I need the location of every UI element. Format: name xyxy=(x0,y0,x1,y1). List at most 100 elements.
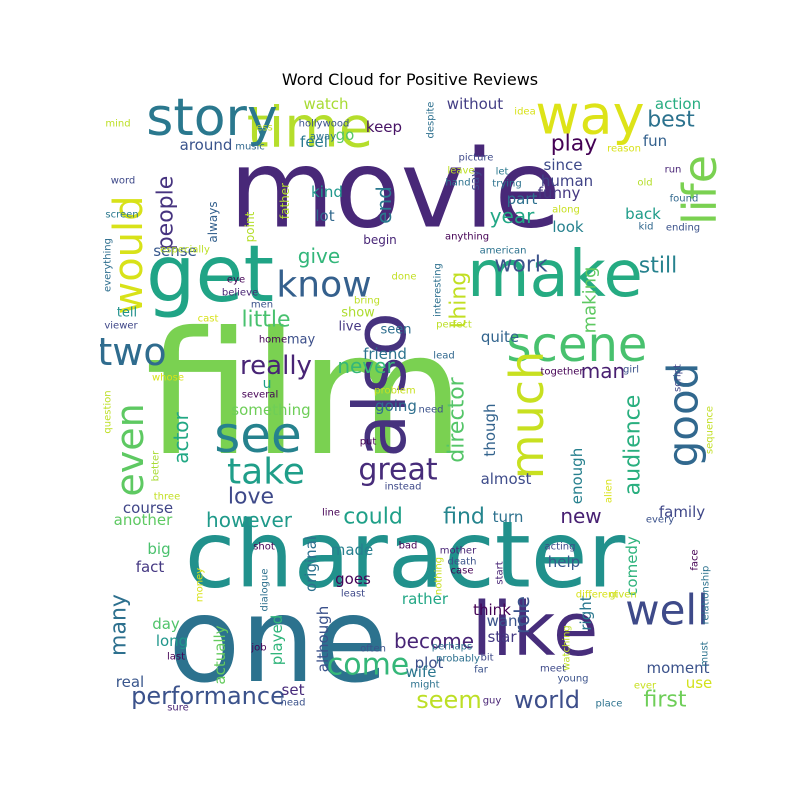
word-since: since xyxy=(544,156,583,174)
word-let: let xyxy=(496,167,509,178)
word-perhaps: perhaps xyxy=(432,642,472,653)
word-take: take xyxy=(227,452,305,493)
word-something: something xyxy=(231,401,310,419)
word-say: say xyxy=(468,170,482,191)
word-away: away xyxy=(310,132,336,143)
word-human: human xyxy=(541,172,593,190)
word-even: even xyxy=(108,403,152,496)
word-along: along xyxy=(552,205,580,216)
word-better: better xyxy=(151,450,162,481)
word-bad: bad xyxy=(399,541,418,552)
word-begin: begin xyxy=(363,233,397,247)
word-perfect: perfect xyxy=(436,320,472,331)
word-job: job xyxy=(250,643,266,654)
word-want: want xyxy=(487,612,524,630)
word-think: think xyxy=(473,601,511,619)
word-actually: actually xyxy=(211,625,229,684)
word-almost: almost xyxy=(481,470,532,488)
word-least: least xyxy=(341,589,365,600)
word-start: start xyxy=(495,561,506,584)
word-would: would xyxy=(106,195,152,314)
word-moment: moment xyxy=(646,659,709,677)
word-always: always xyxy=(206,201,220,242)
word-idea: idea xyxy=(514,107,535,118)
word-live: live xyxy=(339,320,362,335)
word-problem: problem xyxy=(374,386,415,397)
word-alien: alien xyxy=(604,479,615,503)
word-line: line xyxy=(322,508,340,519)
word-much: much xyxy=(500,351,554,479)
word-feel: feel xyxy=(300,133,328,151)
word-well: well xyxy=(625,586,709,635)
word-however: however xyxy=(206,508,293,532)
word-one: one xyxy=(168,571,388,709)
word-give: give xyxy=(298,244,340,268)
word-different: different xyxy=(576,590,619,601)
word-many: many xyxy=(107,594,132,656)
word-look: look xyxy=(552,218,584,236)
word-use: use xyxy=(686,674,713,692)
word-script: script xyxy=(673,364,684,392)
word-seen: seen xyxy=(380,323,411,338)
word-guy: guy xyxy=(483,696,502,707)
word-way: way xyxy=(535,96,644,147)
word-around: around xyxy=(180,136,233,154)
word-despite: despite xyxy=(426,102,437,139)
word-everything: everything xyxy=(103,238,114,292)
word-making: making xyxy=(580,267,601,334)
word-music: music xyxy=(235,142,265,153)
word-must: must xyxy=(700,641,711,666)
word-day: day xyxy=(152,615,180,633)
word-given: given xyxy=(609,590,637,601)
word-first: first xyxy=(644,688,687,713)
word-action: action xyxy=(655,96,701,113)
word-put: put xyxy=(360,437,377,448)
word-never: never xyxy=(337,354,395,378)
word-see: see xyxy=(214,406,302,464)
word-american: american xyxy=(480,246,527,257)
word-nothing: nothing xyxy=(434,557,445,595)
word-mind: mind xyxy=(105,119,130,130)
word-time: time xyxy=(247,96,374,161)
word-ever: ever xyxy=(634,681,657,692)
word-real: real xyxy=(116,673,144,691)
word-get: get xyxy=(146,230,274,320)
word-anything: anything xyxy=(445,232,489,243)
word-picture: picture xyxy=(459,153,494,164)
word-end: end xyxy=(372,186,396,224)
word-set: set xyxy=(282,681,305,699)
word-less: less xyxy=(253,123,272,134)
word-little: little xyxy=(241,308,290,333)
word-show: show xyxy=(341,306,375,321)
word-without: without xyxy=(447,96,504,113)
word-three: three xyxy=(154,492,180,503)
word-although: although xyxy=(314,606,332,672)
word-come: come xyxy=(327,648,410,683)
word-fact: fact xyxy=(136,558,165,576)
word-father: father xyxy=(278,183,292,219)
word-go: go xyxy=(336,126,355,144)
word-men: men xyxy=(251,300,273,311)
word-though: though xyxy=(481,403,499,456)
word-place: place xyxy=(596,699,623,710)
word-old: old xyxy=(637,178,652,189)
word-every: every xyxy=(646,515,674,526)
word-whose: whose xyxy=(152,373,184,384)
word-might: might xyxy=(410,680,439,691)
word-question: question xyxy=(103,390,114,433)
word-lot: lot xyxy=(315,207,334,225)
chart-title: Word Cloud for Positive Reviews xyxy=(281,70,539,89)
word-instead: instead xyxy=(385,482,422,493)
word-thing: thing xyxy=(447,272,472,329)
word-new: new xyxy=(560,504,601,528)
word-especially: especially xyxy=(160,245,210,256)
word-know: know xyxy=(276,265,371,306)
word-original: original xyxy=(302,536,320,592)
word-probably: probably xyxy=(436,654,480,665)
word-point: point xyxy=(243,211,257,242)
word-going: going xyxy=(375,397,417,415)
word-people: people xyxy=(154,176,179,251)
word-really: really xyxy=(240,351,312,381)
word-role: role xyxy=(510,596,534,634)
word-often: often xyxy=(360,644,386,655)
